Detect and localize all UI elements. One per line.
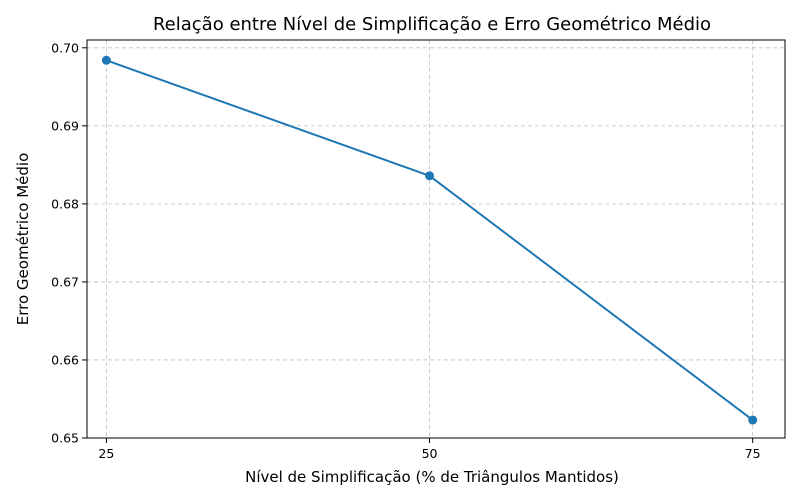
y-tick-label: 0.66 bbox=[51, 352, 79, 367]
x-tick-label: 75 bbox=[745, 446, 761, 461]
data-point bbox=[748, 415, 758, 425]
plot-frame bbox=[86, 39, 786, 439]
x-axis-label: Nível de Simplificação (% de Triângulos … bbox=[245, 468, 619, 486]
x-axis: 25 50 75 bbox=[98, 438, 761, 461]
data-point bbox=[425, 171, 435, 181]
data-point bbox=[101, 55, 111, 65]
grid bbox=[87, 40, 785, 439]
y-axis-label: Erro Geométrico Médio bbox=[14, 153, 32, 325]
y-tick-label: 0.68 bbox=[51, 196, 79, 211]
y-tick-label: 0.67 bbox=[51, 274, 79, 289]
series-layer bbox=[101, 55, 758, 425]
y-tick-label: 0.65 bbox=[51, 431, 79, 446]
y-tick-label: 0.69 bbox=[51, 118, 79, 133]
x-tick-label: 50 bbox=[422, 446, 438, 461]
y-tick-label: 0.70 bbox=[51, 40, 79, 55]
chart-title: Relação entre Nível de Simplificação e E… bbox=[153, 14, 711, 35]
series-line bbox=[106, 59, 754, 421]
x-tick-label: 25 bbox=[98, 446, 114, 461]
y-axis: 0.65 0.66 0.67 0.68 0.69 0.70 bbox=[51, 40, 87, 446]
